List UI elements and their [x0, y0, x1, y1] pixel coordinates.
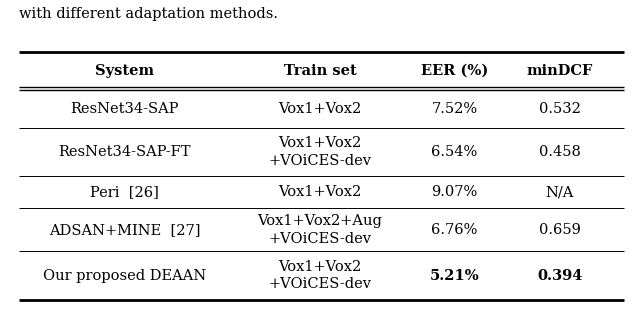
Text: Our proposed DEAAN: Our proposed DEAAN: [43, 268, 207, 283]
Text: ADSAN+MINE  [27]: ADSAN+MINE [27]: [49, 223, 200, 237]
Text: 6.76%: 6.76%: [431, 223, 477, 237]
Text: 9.07%: 9.07%: [431, 185, 477, 199]
Text: 0.394: 0.394: [538, 268, 582, 283]
Text: ResNet34-SAP: ResNet34-SAP: [70, 102, 179, 116]
Text: minDCF: minDCF: [527, 64, 593, 78]
Text: Vox1+Vox2
+VOiCES-dev: Vox1+Vox2 +VOiCES-dev: [269, 137, 371, 168]
Text: Vox1+Vox2: Vox1+Vox2: [278, 185, 362, 199]
Text: 7.52%: 7.52%: [431, 102, 477, 116]
Text: Vox1+Vox2
+VOiCES-dev: Vox1+Vox2 +VOiCES-dev: [269, 260, 371, 291]
Text: 0.532: 0.532: [539, 102, 581, 116]
Text: with different adaptation methods.: with different adaptation methods.: [19, 7, 278, 21]
Text: 5.21%: 5.21%: [429, 268, 479, 283]
Text: 0.659: 0.659: [539, 223, 581, 237]
Text: ResNet34-SAP-FT: ResNet34-SAP-FT: [58, 145, 191, 160]
Text: Vox1+Vox2: Vox1+Vox2: [278, 102, 362, 116]
Text: Vox1+Vox2+Aug
+VOiCES-dev: Vox1+Vox2+Aug +VOiCES-dev: [257, 214, 383, 246]
Text: Peri  [26]: Peri [26]: [90, 185, 159, 199]
Text: Train set: Train set: [284, 64, 356, 78]
Text: N/A: N/A: [546, 185, 574, 199]
Text: System: System: [95, 64, 154, 78]
Text: 0.458: 0.458: [539, 145, 581, 160]
Text: EER (%): EER (%): [420, 64, 488, 78]
Text: 6.54%: 6.54%: [431, 145, 477, 160]
